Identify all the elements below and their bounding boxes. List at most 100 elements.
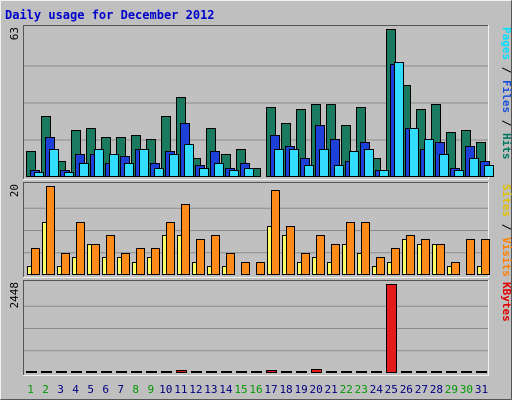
bar-pages-day-25 — [394, 62, 404, 177]
bar-pages-day-14 — [229, 170, 239, 177]
bar-visits-day-25 — [391, 248, 400, 275]
bar-pages-day-11 — [184, 144, 194, 177]
bar-pages-day-6 — [109, 154, 119, 177]
bar-visits-day-13 — [211, 235, 220, 275]
x-tick-label: 21 — [325, 383, 338, 396]
bar-visits-day-20 — [316, 235, 325, 275]
legend-hits: Pages / Files / Hits — [500, 27, 512, 160]
bar-pages-day-23 — [364, 149, 374, 177]
x-tick-label: 6 — [102, 383, 109, 396]
x-tick-label: 15 — [234, 383, 247, 396]
x-tick-label: 23 — [355, 383, 368, 396]
x-tick-label: 7 — [117, 383, 124, 396]
bar-kbytes-day-7 — [116, 371, 127, 373]
bar-visits-day-17 — [271, 190, 280, 275]
legend-entry: Visits — [500, 237, 512, 277]
bar-kbytes-day-22 — [341, 371, 352, 373]
bar-pages-day-22 — [349, 151, 359, 177]
x-tick-label: 16 — [249, 383, 262, 396]
bar-kbytes-day-2 — [41, 371, 52, 373]
x-tick-label: 30 — [460, 383, 473, 396]
x-tick-label: 2 — [42, 383, 49, 396]
bar-kbytes-day-10 — [161, 371, 172, 373]
bar-kbytes-day-28 — [431, 371, 442, 373]
bar-pages-day-20 — [319, 149, 329, 177]
bar-kbytes-day-4 — [71, 371, 82, 373]
bar-kbytes-day-23 — [356, 371, 367, 373]
bar-pages-day-31 — [484, 165, 494, 177]
bar-pages-day-26 — [409, 128, 419, 177]
bar-kbytes-day-11 — [176, 370, 187, 373]
bar-pages-day-8 — [139, 149, 149, 177]
bar-pages-day-3 — [64, 172, 74, 177]
bar-kbytes-day-3 — [56, 371, 67, 373]
bar-kbytes-day-19 — [296, 371, 307, 373]
x-tick-label: 29 — [445, 383, 458, 396]
panel-visits: 20 Sites / Visits — [8, 182, 512, 278]
y-max-label: 63 — [8, 27, 21, 40]
bar-kbytes-day-25 — [386, 284, 397, 373]
bar-visits-day-14 — [226, 253, 235, 275]
x-tick-label: 14 — [219, 383, 233, 396]
x-tick-label: 4 — [72, 383, 79, 396]
x-tick-label: 1 — [27, 383, 34, 396]
chart-panels: 63 Pages / Files / Hits 20 Sites / Visits 24… — [8, 25, 512, 376]
bar-pages-day-17 — [274, 149, 284, 177]
bar-pages-day-9 — [154, 168, 164, 177]
legend-entry: / — [500, 217, 512, 237]
bar-visits-day-9 — [151, 248, 160, 275]
bar-kbytes-day-13 — [206, 371, 217, 373]
bar-kbytes-day-31 — [476, 371, 487, 373]
x-tick-label: 5 — [87, 383, 94, 396]
bar-visits-day-26 — [406, 235, 415, 275]
bar-visits-day-31 — [481, 239, 490, 275]
x-tick-label: 18 — [279, 383, 292, 396]
x-tick-label: 26 — [400, 383, 413, 396]
x-tick-label: 28 — [430, 383, 443, 396]
bar-visits-day-30 — [466, 239, 475, 275]
bar-visits-day-11 — [181, 204, 190, 275]
bar-pages-day-30 — [469, 158, 479, 177]
bar-kbytes-day-1 — [26, 371, 37, 373]
bar-kbytes-day-29 — [446, 371, 457, 373]
bar-pages-day-10 — [169, 154, 179, 177]
bar-kbytes-day-15 — [236, 371, 247, 373]
bar-visits-day-5 — [91, 244, 100, 275]
bar-pages-day-4 — [79, 163, 89, 177]
y-max-label: 20 — [8, 184, 21, 197]
x-axis-labels: 1 2 3 4 5 6 7 8 9 10 11 12 13 14 15 16 17 18 19 20 21 22 23 24 2… — [27, 383, 488, 396]
bar-visits-day-1 — [31, 248, 40, 275]
bar-pages-day-27 — [424, 139, 434, 177]
bar-visits-day-8 — [136, 248, 145, 275]
panel-hits: 63 Pages / Files / Hits — [8, 25, 512, 180]
bar-kbytes-day-14 — [221, 371, 232, 373]
legend-visits: Sites / Visits — [500, 184, 512, 277]
bar-visits-day-27 — [421, 239, 430, 275]
legend-entry: Hits — [500, 133, 512, 160]
bar-kbytes-day-9 — [146, 371, 157, 373]
bar-kbytes-day-27 — [416, 371, 427, 373]
bar-pages-day-18 — [289, 149, 299, 177]
x-tick-label: 22 — [340, 383, 353, 396]
bar-kbytes-day-12 — [191, 371, 202, 373]
bar-kbytes-day-6 — [101, 371, 112, 373]
y-max-label: 2448 — [8, 282, 21, 309]
bar-visits-day-2 — [46, 186, 55, 275]
bar-pages-day-5 — [94, 149, 104, 177]
bar-visits-day-4 — [76, 222, 85, 275]
legend-entry: Files — [500, 80, 512, 113]
x-tick-label: 13 — [204, 383, 217, 396]
bar-visits-day-22 — [346, 222, 355, 275]
legend-entry: / — [500, 60, 512, 80]
bar-kbytes-day-24 — [371, 371, 382, 373]
x-tick-label: 19 — [294, 383, 307, 396]
x-tick-label: 11 — [174, 383, 187, 396]
bar-visits-day-15 — [241, 262, 250, 275]
bar-kbytes-day-17 — [266, 370, 277, 373]
bar-pages-day-28 — [439, 154, 449, 177]
legend-entry: Pages — [500, 27, 512, 60]
bar-pages-day-24 — [379, 170, 389, 177]
legend-kbytes: KBytes — [500, 282, 512, 322]
bar-visits-day-23 — [361, 222, 370, 275]
bar-visits-day-28 — [436, 244, 445, 275]
